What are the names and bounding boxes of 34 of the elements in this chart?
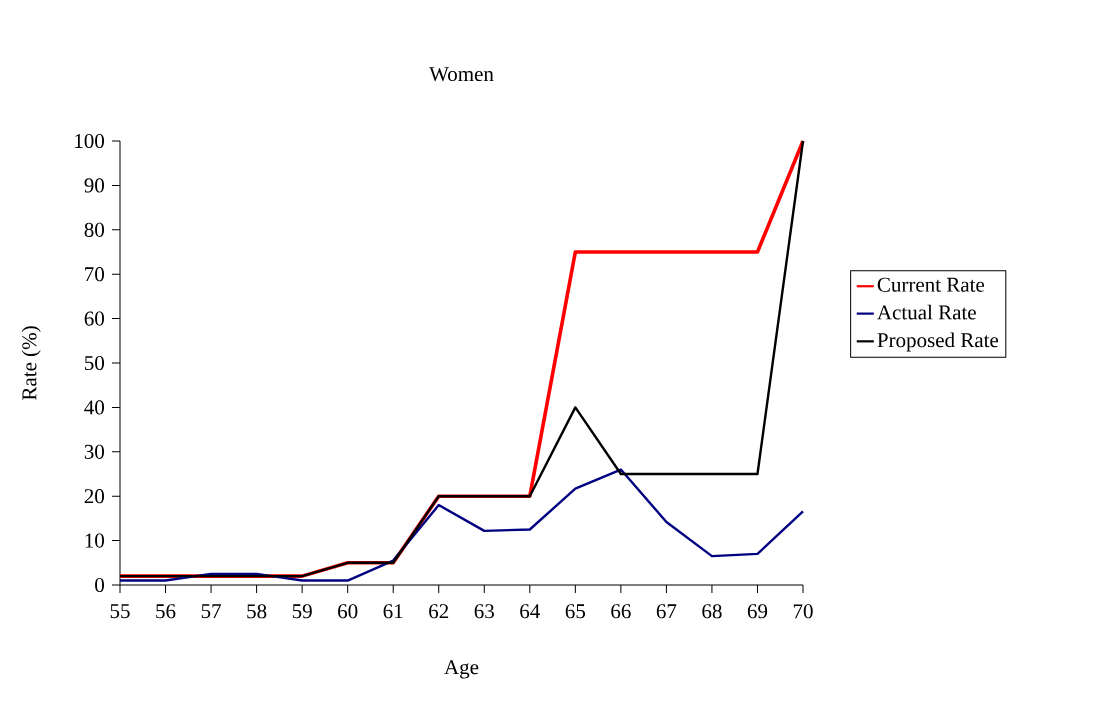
legend-label: Actual Rate xyxy=(877,304,976,320)
x-tick-label: 55 xyxy=(110,604,130,619)
chart-title: Women xyxy=(429,67,494,82)
x-tick-label: 56 xyxy=(156,604,176,619)
y-tick-label: 80 xyxy=(84,222,105,237)
y-tick-label: 100 xyxy=(75,133,105,149)
y-tick-label: 50 xyxy=(85,355,105,371)
x-tick-label: 57 xyxy=(201,604,221,619)
x-tick-label: 63 xyxy=(474,604,494,619)
y-tick-label: 20 xyxy=(84,489,105,504)
y-tick-label: 70 xyxy=(85,267,105,282)
x-axis-title: Age xyxy=(444,660,479,679)
x-tick-label: 60 xyxy=(338,604,358,619)
x-tick-label: 67 xyxy=(656,604,677,619)
y-tick-label: 10 xyxy=(85,533,105,548)
x-tick-label: 59 xyxy=(292,604,312,619)
y-tick-label: 90 xyxy=(84,178,105,193)
x-tick-label: 65 xyxy=(565,604,586,619)
x-tick-label: 69 xyxy=(747,604,768,619)
x-tick-label: 61 xyxy=(383,604,403,619)
x-tick-label: 68 xyxy=(702,604,722,619)
y-tick-label: 0 xyxy=(95,577,105,593)
legend-label: Proposed Rate xyxy=(877,332,999,352)
y-tick-label: 30 xyxy=(84,444,105,459)
y-tick-label: 60 xyxy=(84,311,105,326)
legend-label: Current Rate xyxy=(877,277,985,292)
x-tick-label: 64 xyxy=(520,604,540,619)
x-tick-label: 70 xyxy=(793,604,813,619)
x-tick-label: 62 xyxy=(429,604,449,619)
y-axis-title: Rate (%) xyxy=(21,326,41,400)
line-series xyxy=(118,468,805,582)
x-tick-label: 66 xyxy=(611,604,631,619)
y-tick-label: 40 xyxy=(84,400,105,415)
x-tick-label: 58 xyxy=(247,604,267,619)
